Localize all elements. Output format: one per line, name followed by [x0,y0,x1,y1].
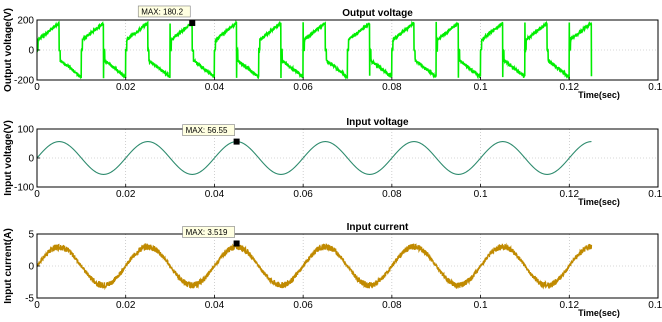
x-tick-label: 0.14 [648,189,662,200]
datatip-label: MAX: 180.2 [141,7,183,16]
x-axis-label: Time(sec) [578,90,620,100]
chart-title: Input current [347,222,409,233]
x-tick-label: 0 [34,300,40,311]
x-tick-label: 0.12 [560,300,580,311]
x-tick-label: 0.1 [474,82,488,93]
y-tick-label: -100 [14,183,34,194]
x-tick-label: 0.1 [474,189,488,200]
datatip-box [182,124,235,136]
x-tick-label: 0 [34,82,40,93]
datatip-marker [233,138,240,145]
x-axis-label: Time(sec) [578,308,620,318]
x-tick-label: 0.14 [648,300,662,311]
x-tick-label: 0.06 [293,82,313,93]
x-tick-label: 0.12 [560,189,580,200]
y-tick-label: 5 [28,230,34,241]
series-line-1 [37,141,592,175]
y-tick-label: 100 [17,125,34,136]
datatip-marker [189,19,196,26]
y-tick-label: 200 [17,16,34,27]
series-line-1 [37,242,593,291]
x-tick-label: 0.08 [382,189,402,200]
series-line-1 [37,20,593,80]
y-tick-label: 0 [28,262,34,273]
y-axis-label: Input current(A) [3,228,14,304]
chart-panel-2: 00.020.040.060.080.10.120.14-1000100Inpu… [3,117,662,207]
x-tick-label: 0 [34,189,40,200]
x-tick-label: 0.02 [116,189,136,200]
y-tick-label: -200 [14,76,34,87]
x-tick-label: 0.02 [116,82,136,93]
datatip-label: MAX: 56.55 [186,126,228,135]
y-tick-label: -5 [25,294,34,305]
x-tick-label: 0.06 [293,300,313,311]
x-tick-label: 0.04 [205,82,225,93]
datatip-marker [233,240,240,247]
x-tick-label: 0.02 [116,300,136,311]
x-tick-label: 0.04 [205,189,225,200]
datatip-box [137,5,191,18]
x-tick-label: 0.12 [560,82,580,93]
chart-panel-1: 00.020.040.060.080.10.120.14-2000200Outp… [3,5,662,100]
y-axis-label: Output voltage(V) [3,8,14,92]
x-tick-label: 0.14 [648,82,662,93]
x-tick-label: 0.1 [474,300,488,311]
x-axis-label: Time(sec) [578,197,620,207]
y-tick-label: 0 [28,154,34,165]
x-tick-label: 0.06 [293,189,313,200]
chart-title: Output voltage [342,8,413,19]
datatip-label: MAX: 3.519 [186,228,228,237]
y-tick-label: 0 [28,46,34,57]
x-tick-label: 0.08 [382,300,402,311]
y-axis-label: Input voltage(V) [3,120,14,196]
chart-title: Input voltage [346,117,409,128]
x-tick-label: 0.04 [205,300,225,311]
datatip-box [182,226,235,238]
x-tick-label: 0.08 [382,82,402,93]
